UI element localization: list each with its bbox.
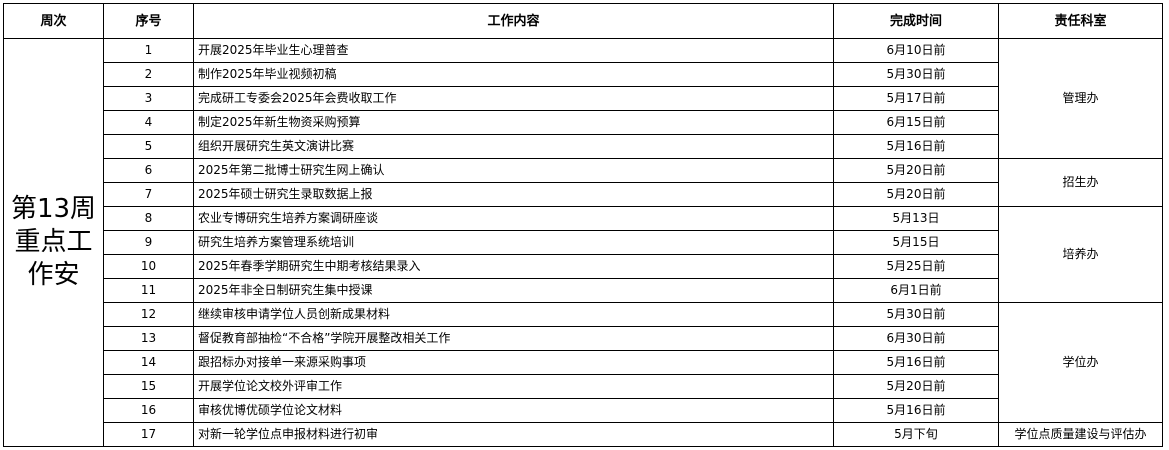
- task-content: 2025年第二批博士研究生网上确认: [193, 158, 834, 183]
- task-deadline: 5月15日: [833, 230, 999, 255]
- task-number: 5: [103, 134, 194, 159]
- table-row: 7 2025年硕士研究生录取数据上报 5月20日前: [4, 182, 1163, 207]
- header-row: 周次 序号 工作内容 完成时间 责任科室: [3, 3, 1163, 39]
- header-week: 周次: [3, 3, 104, 39]
- responsible-dept: 管理办: [998, 38, 1163, 159]
- table-row: 8 农业专博研究生培养方案调研座谈 5月13日 培养办: [4, 206, 1163, 303]
- task-content: 2025年春季学期研究生中期考核结果录入: [193, 254, 834, 279]
- responsible-dept: 培养办: [998, 206, 1163, 303]
- table-row: 12 继续审核申请学位人员创新成果材料 5月30日前 学位办: [4, 302, 1163, 423]
- table-row: 4 制定2025年新生物资采购预算 6月15日前: [4, 110, 1163, 135]
- task-number: 15: [103, 374, 194, 399]
- week-label-line: 第13周: [10, 194, 97, 224]
- task-content: 开展2025年毕业生心理普查: [193, 38, 834, 63]
- task-deadline: 5月20日前: [833, 182, 999, 207]
- task-deadline: 5月16日前: [833, 398, 999, 423]
- responsible-dept: 学位点质量建设与评估办: [998, 422, 1163, 447]
- task-content: 审核优博优硕学位论文材料: [193, 398, 834, 423]
- week-label-line: 重点工: [14, 227, 93, 257]
- task-number: 1: [103, 38, 194, 63]
- task-content: 继续审核申请学位人员创新成果材料: [193, 302, 834, 327]
- table-row: 14 跟招标办对接单一来源采购事项 5月16日前: [4, 350, 1163, 375]
- task-deadline: 5月16日前: [833, 350, 999, 375]
- responsible-dept: 学位办: [998, 302, 1163, 423]
- task-deadline: 5月17日前: [833, 86, 999, 111]
- week-label: 第13周 重点工 作安: [3, 38, 104, 447]
- task-content: 对新一轮学位点申报材料进行初审: [193, 422, 834, 447]
- table-row: 16 审核优博优硕学位论文材料 5月16日前: [4, 398, 1163, 423]
- table-row: 17 对新一轮学位点申报材料进行初审 5月下旬 学位点质量建设与评估办: [4, 422, 1163, 447]
- task-content: 跟招标办对接单一来源采购事项: [193, 350, 834, 375]
- task-content: 2025年非全日制研究生集中授课: [193, 278, 834, 303]
- task-deadline: 5月20日前: [833, 158, 999, 183]
- table-row: 15 开展学位论文校外评审工作 5月20日前: [4, 374, 1163, 399]
- task-content: 研究生培养方案管理系统培训: [193, 230, 834, 255]
- table-row: 9 研究生培养方案管理系统培训 5月15日: [4, 230, 1163, 255]
- task-deadline: 6月1日前: [833, 278, 999, 303]
- task-number: 9: [103, 230, 194, 255]
- table-row: 第13周 重点工 作安 1 开展2025年毕业生心理普查 6月10日前 管理办: [3, 38, 1163, 447]
- week-label-line: 作安: [27, 260, 80, 290]
- table-row: 10 2025年春季学期研究生中期考核结果录入 5月25日前: [4, 254, 1163, 279]
- task-deadline: 5月16日前: [833, 134, 999, 159]
- header-no: 序号: [103, 3, 194, 39]
- header-deadline: 完成时间: [833, 3, 999, 39]
- task-number: 6: [103, 158, 194, 183]
- header-dept: 责任科室: [998, 3, 1163, 39]
- task-content: 督促教育部抽检“不合格”学院开展整改相关工作: [193, 326, 834, 351]
- task-number: 2: [103, 62, 194, 87]
- task-number: 12: [103, 302, 194, 327]
- table-row: 13 督促教育部抽检“不合格”学院开展整改相关工作 6月30日前: [4, 326, 1163, 351]
- header-content: 工作内容: [193, 3, 834, 39]
- task-number: 14: [103, 350, 194, 375]
- task-deadline: 6月30日前: [833, 326, 999, 351]
- task-number: 16: [103, 398, 194, 423]
- task-number: 11: [103, 278, 194, 303]
- task-deadline: 5月30日前: [833, 302, 999, 327]
- task-content: 2025年硕士研究生录取数据上报: [193, 182, 834, 207]
- task-content: 完成研工专委会2025年会费收取工作: [193, 86, 834, 111]
- task-number: 4: [103, 110, 194, 135]
- task-deadline: 5月25日前: [833, 254, 999, 279]
- task-deadline: 5月13日: [833, 206, 999, 231]
- task-number: 17: [103, 422, 194, 447]
- task-content: 农业专博研究生培养方案调研座谈: [193, 206, 834, 231]
- responsible-dept: 招生办: [998, 158, 1163, 207]
- task-deadline: 5月下旬: [833, 422, 999, 447]
- table-row: 6 2025年第二批博士研究生网上确认 5月20日前 招生办: [4, 158, 1163, 207]
- task-number: 8: [103, 206, 194, 231]
- task-deadline: 5月30日前: [833, 62, 999, 87]
- table-row: 2 制作2025年毕业视频初稿 5月30日前: [4, 62, 1163, 87]
- task-content: 开展学位论文校外评审工作: [193, 374, 834, 399]
- table-row: 5 组织开展研究生英文演讲比赛 5月16日前: [4, 134, 1163, 159]
- task-number: 3: [103, 86, 194, 111]
- task-content: 组织开展研究生英文演讲比赛: [193, 134, 834, 159]
- table-row: 11 2025年非全日制研究生集中授课 6月1日前: [4, 278, 1163, 303]
- task-number: 10: [103, 254, 194, 279]
- task-content: 制作2025年毕业视频初稿: [193, 62, 834, 87]
- task-number: 7: [103, 182, 194, 207]
- task-deadline: 6月10日前: [833, 38, 999, 63]
- work-schedule-table: 周次 序号 工作内容 完成时间 责任科室 第13周 重点工 作安 1 开展2025年毕业…: [3, 3, 1163, 447]
- task-number: 13: [103, 326, 194, 351]
- task-deadline: 5月20日前: [833, 374, 999, 399]
- task-content: 制定2025年新生物资采购预算: [193, 110, 834, 135]
- table-row: 3 完成研工专委会2025年会费收取工作 5月17日前: [4, 86, 1163, 111]
- task-deadline: 6月15日前: [833, 110, 999, 135]
